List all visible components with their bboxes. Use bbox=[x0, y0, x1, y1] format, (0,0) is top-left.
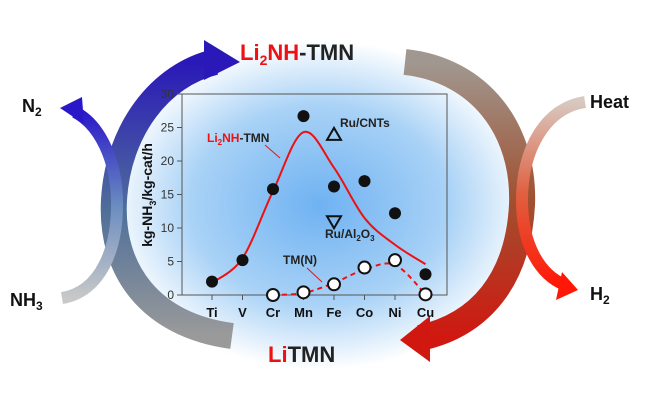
tmn-point bbox=[266, 288, 280, 302]
x-tick-label: Cr bbox=[266, 305, 280, 320]
li2nh-tmn-point bbox=[389, 207, 401, 220]
y-tick-label: 0 bbox=[167, 288, 174, 302]
tmn-point bbox=[327, 277, 341, 292]
li2nh-tmn-point bbox=[419, 268, 432, 281]
top-label: Li2NH-TMN bbox=[240, 40, 354, 68]
li2nh-tmn-pointer bbox=[264, 144, 281, 159]
x-tick-label: Fe bbox=[326, 305, 341, 320]
tmn-point bbox=[418, 287, 433, 302]
x-tick-label: Cu bbox=[417, 305, 434, 320]
y-tick-label: 20 bbox=[161, 154, 175, 168]
tmn-point bbox=[357, 260, 372, 275]
li2nh-tmn-point bbox=[328, 180, 340, 193]
y-tick-label: 10 bbox=[161, 221, 175, 235]
n2-label: N2 bbox=[22, 96, 42, 119]
tmn-point bbox=[296, 285, 311, 300]
tmn-pointer bbox=[306, 267, 323, 283]
chart: 0 5 10 15 20 25 30 Ti V Cr Mn Fe Co Ni Cu kg-NH3/kg-c… bbox=[139, 87, 448, 320]
arrow-nh3-to-n2 bbox=[60, 97, 124, 304]
ru-al2o3-marker bbox=[325, 215, 343, 231]
tmn-point bbox=[388, 253, 402, 268]
li2nh-tmn-point bbox=[358, 175, 371, 188]
x-tick-label: Co bbox=[356, 305, 373, 320]
tmn-series-label: TM(N) bbox=[283, 253, 317, 267]
li2nh-tmn-point bbox=[297, 110, 310, 123]
nh3-label: NH3 bbox=[10, 290, 43, 313]
x-tick-label: Mn bbox=[294, 305, 313, 320]
y-tick-label: 25 bbox=[161, 121, 175, 135]
x-tick-label: Ti bbox=[206, 305, 217, 320]
y-tick-label: 5 bbox=[167, 255, 174, 269]
y-tick-label: 15 bbox=[161, 188, 175, 202]
li2nh-tmn-point bbox=[206, 275, 218, 288]
ru-cnts-marker bbox=[325, 125, 343, 141]
x-tick-label: Ni bbox=[389, 305, 402, 320]
ru-al2o3-label: Ru/Al2O3 bbox=[325, 227, 375, 243]
heat-label: Heat bbox=[590, 92, 629, 112]
li2nh-tmn-series-label: Li2NH-TMN bbox=[207, 131, 269, 147]
li2nh-tmn-point bbox=[267, 183, 279, 196]
bottom-label: LiTMN bbox=[268, 342, 335, 367]
h2-label: H2 bbox=[590, 284, 610, 307]
y-tick-label: 30 bbox=[161, 87, 175, 101]
li2nh-tmn-fit-curve bbox=[211, 131, 427, 284]
arrow-heat-to-h2 bbox=[515, 96, 587, 300]
y-axis-label: kg-NH3/kg-cat/h bbox=[139, 143, 158, 247]
x-tick-label: V bbox=[238, 305, 247, 320]
li2nh-tmn-point bbox=[236, 254, 249, 267]
ru-cnts-label: Ru/CNTs bbox=[340, 116, 390, 130]
